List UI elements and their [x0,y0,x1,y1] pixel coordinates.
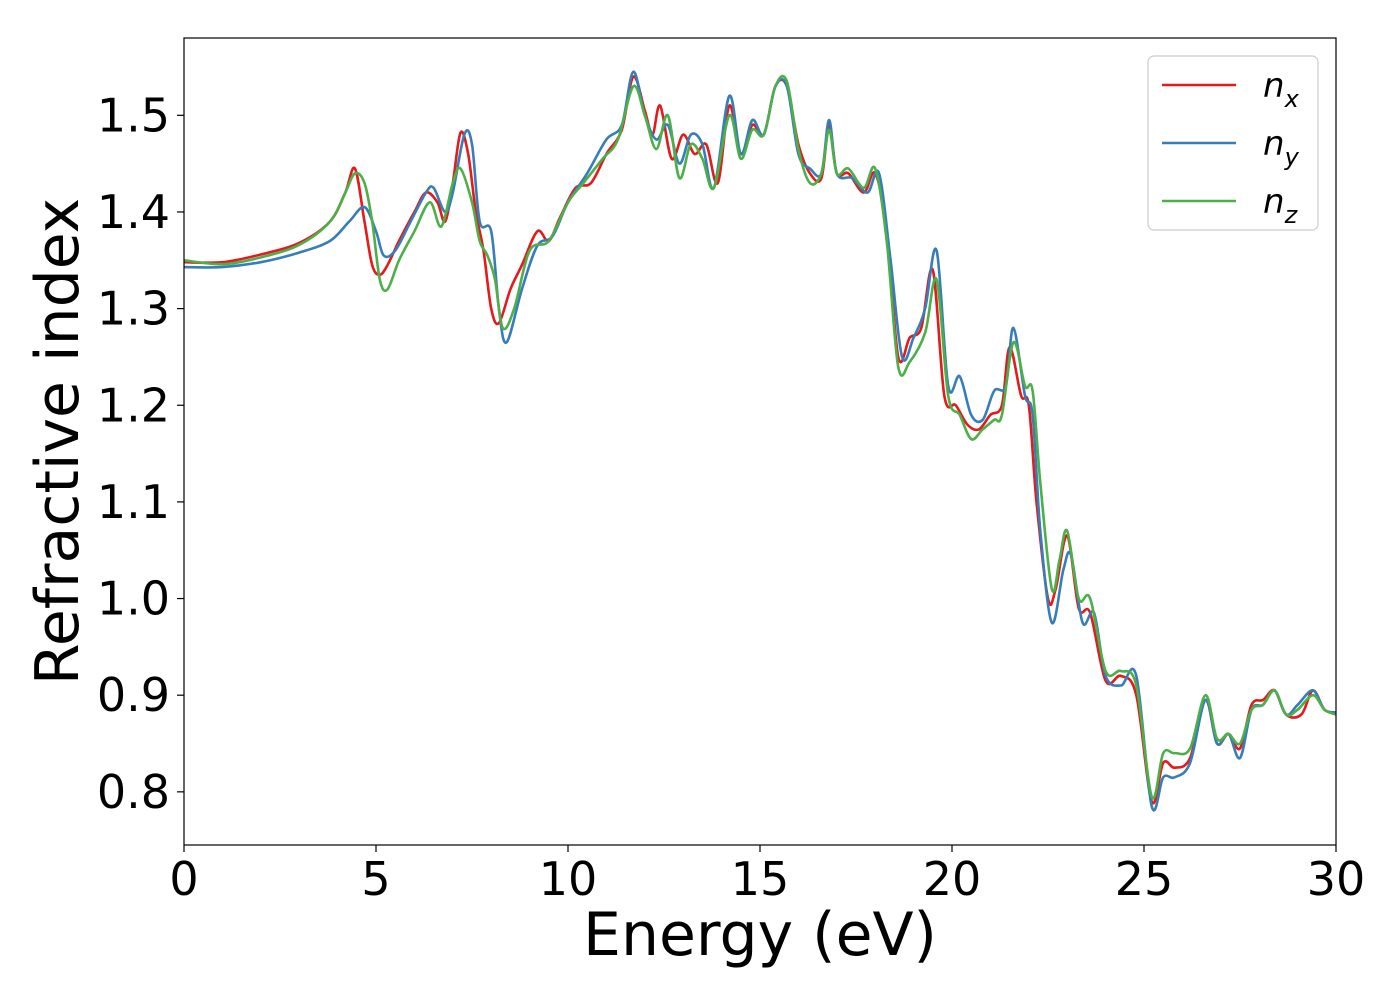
y-axis-label: Refractive index [23,198,93,685]
y-tick-label: 1.0 [97,572,170,626]
y-tick-label: 1.1 [97,475,170,529]
legend-label-x: nx [1263,66,1300,113]
x-tick-label: 10 [539,852,598,906]
x-tick-label: 0 [169,852,198,906]
x-axis: 0 5 10 15 20 25 30 [169,845,1365,906]
legend: nx ny nz [1147,55,1319,231]
legend-label-y: ny [1263,124,1300,171]
x-tick-label: 30 [1307,852,1366,906]
series-layer [184,70,1336,812]
x-tick-label: 20 [923,852,982,906]
y-tick-label: 1.5 [97,88,170,142]
y-tick-label: 1.3 [97,282,170,336]
series-line-z [184,74,1336,800]
y-tick-label: 1.2 [97,378,170,432]
x-tick-label: 5 [361,852,390,906]
x-axis-label: Energy (eV) [583,900,937,970]
legend-label-z: nz [1263,182,1299,229]
y-tick-label: 0.8 [97,765,170,819]
y-axis: 0.8 0.9 1.0 1.1 1.2 1.3 1.4 1.5 [97,88,184,819]
series-line-y [184,70,1336,812]
x-tick-label: 25 [1115,852,1174,906]
y-tick-label: 0.9 [97,668,170,722]
x-tick-label: 15 [731,852,790,906]
y-tick-label: 1.4 [97,185,170,239]
